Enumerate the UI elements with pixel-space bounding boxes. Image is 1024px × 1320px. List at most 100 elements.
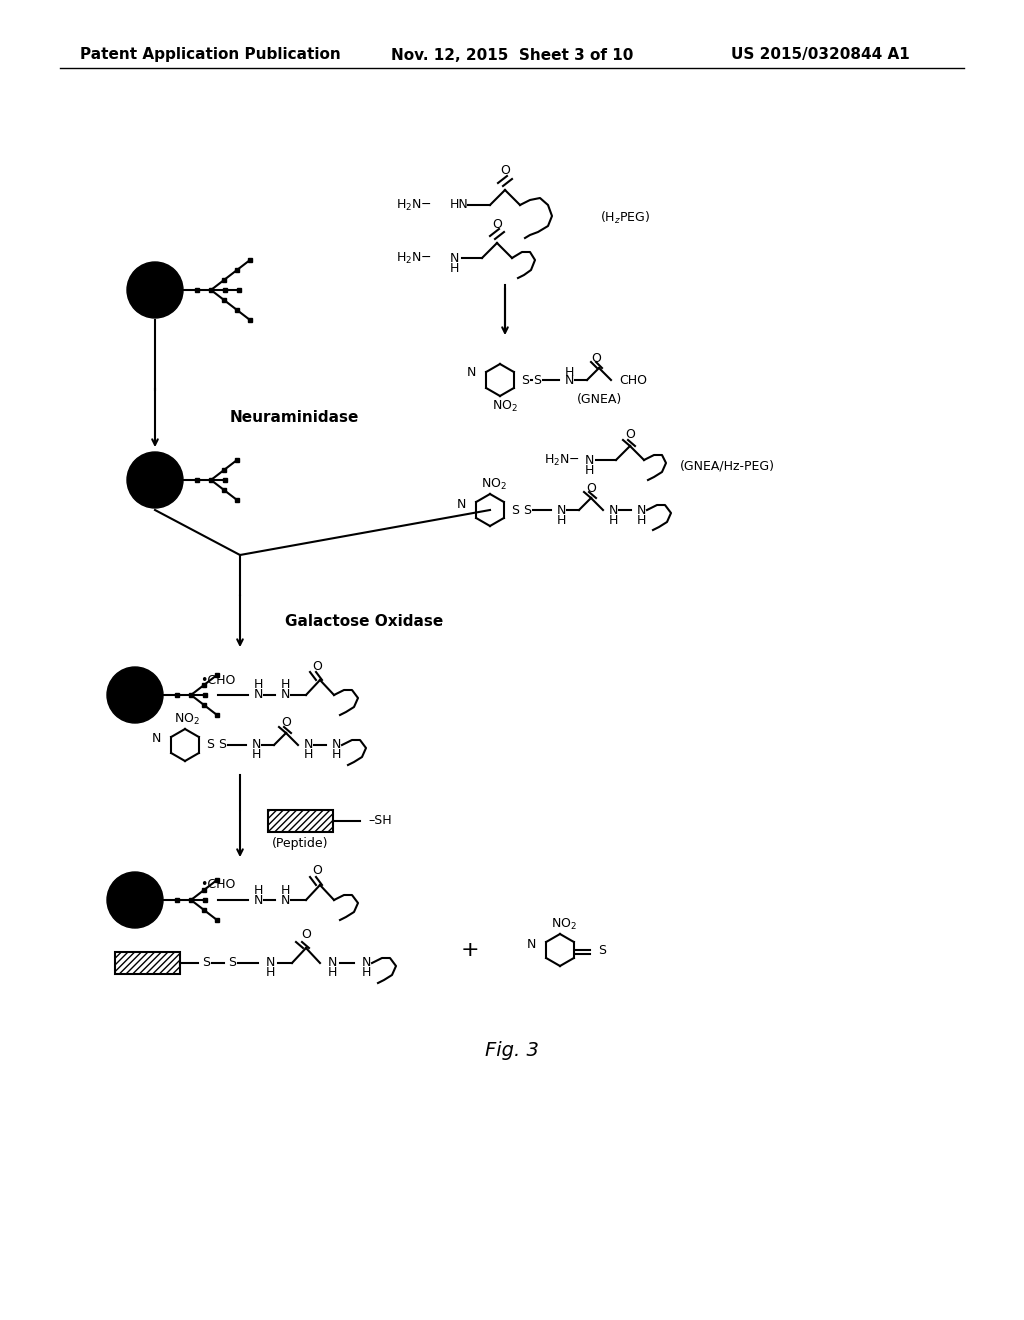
Text: Neuraminidase: Neuraminidase <box>230 411 359 425</box>
Bar <box>215 878 219 882</box>
Text: N: N <box>328 957 337 969</box>
Text: (GNEA): (GNEA) <box>577 393 622 407</box>
Text: N: N <box>152 733 161 746</box>
Bar <box>203 684 206 686</box>
Bar <box>237 288 241 292</box>
Text: H: H <box>332 748 341 762</box>
Text: O: O <box>500 164 510 177</box>
Text: H: H <box>328 966 337 979</box>
Bar <box>195 288 199 292</box>
Text: N: N <box>253 894 263 907</box>
Text: O: O <box>312 865 322 878</box>
Bar <box>189 898 193 902</box>
Text: HN: HN <box>450 198 469 211</box>
Bar <box>189 693 193 697</box>
Bar <box>223 478 227 482</box>
Text: Fig. 3: Fig. 3 <box>485 1040 539 1060</box>
Text: N: N <box>332 738 341 751</box>
Text: S: S <box>534 374 541 387</box>
Text: H: H <box>251 748 261 762</box>
Text: H: H <box>361 966 371 979</box>
Text: N: N <box>556 503 565 516</box>
Text: N: N <box>361 957 371 969</box>
Bar <box>203 888 206 892</box>
Text: NO$_2$: NO$_2$ <box>481 477 507 491</box>
Text: •CHO: •CHO <box>200 673 236 686</box>
Text: H$_2$N$-$: H$_2$N$-$ <box>544 453 580 467</box>
Text: N: N <box>636 503 646 516</box>
Bar <box>222 488 225 492</box>
Text: N: N <box>585 454 594 466</box>
Text: (Peptide): (Peptide) <box>271 837 329 850</box>
Bar <box>209 288 213 292</box>
Text: (H$_z$PEG): (H$_z$PEG) <box>600 210 650 226</box>
Text: N: N <box>450 252 460 264</box>
Bar <box>215 713 219 717</box>
Text: S: S <box>228 957 236 969</box>
Text: H: H <box>556 513 565 527</box>
Text: N: N <box>526 937 536 950</box>
Text: H: H <box>253 678 263 692</box>
Text: H: H <box>253 883 263 896</box>
Circle shape <box>127 261 183 318</box>
Text: H: H <box>585 463 594 477</box>
Text: H: H <box>281 678 290 692</box>
Text: NO$_2$: NO$_2$ <box>174 711 200 726</box>
Text: O: O <box>301 928 311 941</box>
FancyBboxPatch shape <box>268 810 333 832</box>
Text: N: N <box>608 503 617 516</box>
Text: N: N <box>564 374 573 387</box>
Text: S: S <box>511 503 519 516</box>
Text: N: N <box>457 498 466 511</box>
Text: Galactose Oxidase: Galactose Oxidase <box>285 615 443 630</box>
Bar <box>236 458 239 462</box>
Text: N: N <box>281 894 290 907</box>
Circle shape <box>106 667 163 723</box>
Bar <box>236 498 239 502</box>
Text: H: H <box>265 966 274 979</box>
Text: H$_2$N$-$: H$_2$N$-$ <box>396 198 432 213</box>
Text: CHO: CHO <box>618 374 647 387</box>
Text: N: N <box>253 689 263 701</box>
Bar <box>222 279 225 281</box>
Bar <box>195 478 199 482</box>
Text: Nov. 12, 2015  Sheet 3 of 10: Nov. 12, 2015 Sheet 3 of 10 <box>391 48 633 62</box>
Bar <box>215 673 219 677</box>
Bar <box>175 898 179 902</box>
Bar <box>222 298 225 302</box>
Text: N: N <box>303 738 312 751</box>
Text: N: N <box>251 738 261 751</box>
Bar <box>215 919 219 921</box>
Text: O: O <box>493 218 502 231</box>
Text: –SH: –SH <box>368 814 391 828</box>
FancyBboxPatch shape <box>115 952 180 974</box>
Text: O: O <box>625 429 635 441</box>
Text: H: H <box>450 261 459 275</box>
Text: H: H <box>636 513 646 527</box>
Bar <box>223 288 227 292</box>
Bar <box>236 268 239 272</box>
Text: H$_2$N$-$: H$_2$N$-$ <box>396 251 432 265</box>
Text: (GNEA/Hz-PEG): (GNEA/Hz-PEG) <box>680 459 775 473</box>
Text: N: N <box>281 689 290 701</box>
Text: H: H <box>281 883 290 896</box>
Bar <box>209 478 213 482</box>
Text: S: S <box>218 738 226 751</box>
Text: S: S <box>202 957 210 969</box>
Text: H: H <box>303 748 312 762</box>
Text: H: H <box>564 366 573 379</box>
Bar <box>203 704 206 706</box>
Circle shape <box>127 451 183 508</box>
Text: S: S <box>521 374 529 387</box>
Bar <box>222 469 225 471</box>
Text: N: N <box>467 366 476 379</box>
Text: +: + <box>461 940 479 960</box>
Text: O: O <box>586 482 596 495</box>
Bar <box>203 693 207 697</box>
Text: O: O <box>591 351 601 364</box>
Circle shape <box>106 873 163 928</box>
Text: S: S <box>598 944 606 957</box>
Text: N: N <box>265 957 274 969</box>
Bar <box>175 693 179 697</box>
Text: O: O <box>281 717 291 730</box>
